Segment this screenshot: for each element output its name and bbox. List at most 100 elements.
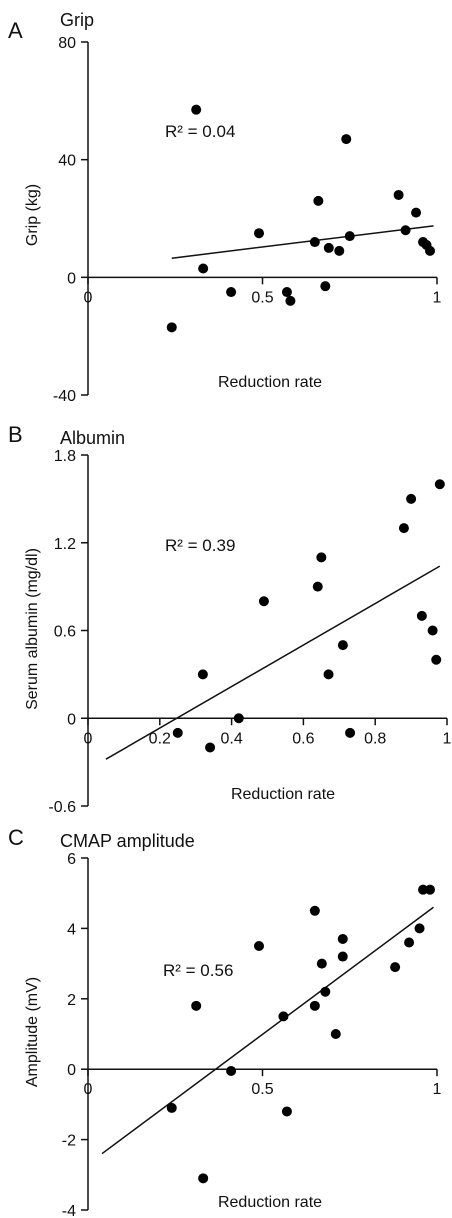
panel-c-x-axis-label: Reduction rate [218, 1194, 322, 1211]
x-tick-label: 0.6 [292, 730, 314, 747]
data-point [258, 596, 269, 607]
data-point [337, 951, 348, 962]
y-tick-label: -0.6 [48, 799, 76, 816]
data-point [254, 228, 265, 239]
data-point [427, 625, 438, 636]
x-tick-label: 0.5 [251, 1081, 273, 1098]
panel-a: A Grip R² = 0.04 Reduction rate Grip (kg… [8, 10, 442, 405]
x-tick-label: 0.8 [364, 730, 386, 747]
panel-c-plot: -4 -2 0 2 4 6 0 0.5 1 [62, 851, 442, 1218]
y-tick-label: 0.6 [54, 624, 76, 641]
data-point [226, 1065, 237, 1076]
y-tick-label: 0 [67, 270, 76, 287]
x-tick-label: 1 [433, 289, 442, 306]
data-point [166, 1102, 177, 1113]
data-point [281, 287, 292, 298]
data-point [398, 523, 409, 534]
y-tick-label: 1.2 [54, 536, 76, 553]
panel-b-plot: -0.6 0 0.6 1.2 1.8 0 0.2 0.4 0.6 0.8 1 [48, 448, 451, 816]
data-point [205, 742, 216, 753]
panel-a-plot: -40 0 40 80 0 0.5 1 [53, 35, 442, 405]
data-point [414, 923, 425, 934]
data-point [316, 552, 327, 563]
data-point [425, 245, 436, 256]
panel-a-y-axis-label: Grip (kg) [24, 184, 41, 246]
y-tick-label: 80 [58, 35, 76, 52]
panel-a-title: Grip [60, 10, 94, 30]
data-point [285, 295, 296, 306]
data-point [281, 1106, 292, 1117]
data-point [320, 281, 331, 292]
panel-c-title: CMAP amplitude [60, 831, 195, 851]
data-point [411, 207, 422, 218]
y-tick-label: -2 [62, 1133, 76, 1150]
data-point [406, 493, 417, 504]
panel-b-r2-annotation: R² = 0.39 [165, 536, 235, 555]
panel-b: B Albumin R² = 0.39 Reduction rate Serum… [8, 422, 452, 816]
data-point [330, 1029, 341, 1039]
panel-b-title: Albumin [60, 428, 125, 448]
data-point [323, 242, 334, 253]
data-point [166, 322, 177, 333]
data-point [404, 937, 415, 948]
data-point [191, 104, 202, 115]
x-tick-label: 1 [443, 730, 452, 747]
y-tick-label: 40 [58, 153, 76, 170]
data-point [323, 669, 334, 680]
data-point [198, 1173, 209, 1184]
data-point [309, 237, 320, 248]
x-tick-label: 0.4 [220, 730, 242, 747]
x-tick-label: 0.2 [149, 730, 171, 747]
panel-c-letter: C [8, 825, 24, 850]
data-point [425, 884, 436, 895]
panel-a-x-axis-label: Reduction rate [218, 374, 322, 391]
panel-b-y-axis-label: Serum albumin (mg/dl) [24, 548, 41, 710]
panel-c: C CMAP amplitude R² = 0.56 Reduction rat… [8, 825, 442, 1218]
data-point [337, 933, 348, 944]
data-point [341, 134, 352, 145]
x-tick-label: 0.5 [251, 289, 273, 306]
data-point [309, 1000, 320, 1011]
data-point [434, 479, 445, 490]
data-point [334, 245, 345, 256]
panel-c-y-axis-label: Amplitude (mV) [24, 977, 41, 1087]
data-point [418, 884, 429, 895]
data-point [197, 669, 208, 680]
data-point [320, 986, 331, 997]
data-point [312, 581, 323, 592]
data-point [172, 727, 183, 738]
x-tick-label: 0 [84, 730, 93, 747]
y-tick-label: 0 [67, 711, 76, 728]
y-tick-label: -4 [62, 1203, 76, 1218]
data-point [313, 195, 324, 206]
regression-line [105, 565, 441, 760]
y-tick-label: 1.8 [54, 448, 76, 465]
data-point [344, 231, 355, 242]
data-point [431, 654, 442, 665]
panel-c-r2-annotation: R² = 0.56 [163, 961, 233, 980]
data-point [226, 287, 237, 298]
y-tick-label: 6 [67, 851, 76, 868]
panel-b-x-axis-label: Reduction rate [231, 786, 335, 803]
data-point [393, 189, 404, 200]
data-point [191, 1000, 202, 1011]
regression-line [171, 225, 434, 259]
data-point [254, 941, 265, 951]
data-point [337, 640, 348, 651]
data-point [345, 727, 356, 738]
y-tick-label: 0 [67, 1062, 76, 1079]
data-point [278, 1011, 289, 1022]
x-tick-label: 0 [84, 289, 93, 306]
panel-b-letter: B [8, 422, 23, 447]
data-point [233, 713, 244, 724]
y-tick-label: 2 [67, 992, 76, 1009]
regression-line [101, 906, 434, 1155]
panel-a-letter: A [8, 18, 23, 43]
y-tick-label: 4 [67, 921, 76, 938]
data-point [198, 263, 209, 274]
x-tick-label: 1 [433, 1081, 442, 1098]
data-point [309, 905, 320, 916]
y-tick-label: -40 [53, 388, 76, 405]
data-point [416, 610, 427, 621]
